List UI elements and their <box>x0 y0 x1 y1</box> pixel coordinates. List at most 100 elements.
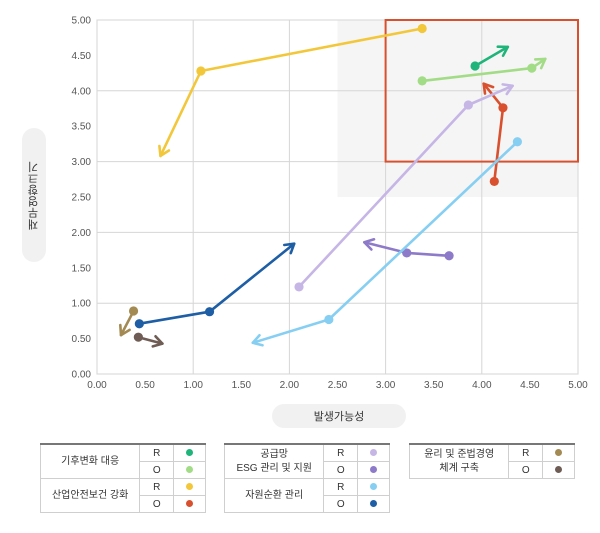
y-tick-label: 0.00 <box>72 370 92 381</box>
x-tick-label: 3.00 <box>376 380 396 391</box>
legend-swatch-cell <box>357 495 390 513</box>
legend-group-name: 윤리 및 준법경영 체계 구축 <box>408 443 510 479</box>
x-tick-label: 0.50 <box>135 380 155 391</box>
series-line <box>473 45 510 68</box>
legend-table-3: 윤리 및 준법경영 체계 구축 R O <box>408 443 575 479</box>
high-risk-region <box>384 19 579 163</box>
data-point <box>498 103 508 113</box>
series-4 <box>482 82 508 187</box>
data-point <box>402 248 412 258</box>
y-axis-label-text: 재무영향크기 <box>28 160 40 230</box>
legend-swatch-cell <box>173 495 206 513</box>
risk-matrix-chart: 0.00 0.50 1.00 1.50 2.00 2.50 3.00 3.50 4.00 4.50… <box>72 16 589 392</box>
y-tick-label: 2.50 <box>72 193 92 204</box>
legend-swatch <box>370 449 378 457</box>
series-arrowhead <box>158 144 171 158</box>
y-tick-label: 3.00 <box>72 157 92 168</box>
legend-group-name-line: 체계 구축 <box>439 462 479 474</box>
series-arrowhead <box>151 335 164 348</box>
legend-group-name-line: 공급망 <box>260 448 288 460</box>
series-arrowhead <box>496 45 510 57</box>
y-tick-label: 4.50 <box>72 51 92 62</box>
x-tick-label: 4.00 <box>472 380 492 391</box>
legend-code: R <box>139 443 175 462</box>
x-axis-label: 발생가능성 <box>272 404 406 428</box>
x-axis-ticks: 0.00 0.50 1.00 1.50 2.00 2.50 3.00 3.50 4.00 4.50… <box>87 380 588 391</box>
series-arrowhead <box>363 238 376 251</box>
series-7 <box>251 137 522 347</box>
legend-code: O <box>139 495 175 513</box>
x-tick-label: 4.50 <box>520 380 540 391</box>
legend-swatch <box>370 483 378 491</box>
x-tick-label: 0.00 <box>87 380 107 391</box>
legend-group-name: 기후변화 대응 <box>39 443 141 479</box>
legend-swatch-cell <box>357 461 390 479</box>
legend-swatch-cell <box>357 443 390 462</box>
y-tick-label: 2.00 <box>72 228 92 239</box>
legend-table-2: 공급망 ESG 관리 및 지원 R O 자원순환 관리 R O <box>223 443 390 513</box>
x-tick-label: 2.50 <box>328 380 348 391</box>
legend-code: R <box>139 478 175 496</box>
legend-swatch-cell <box>542 461 575 479</box>
x-tick-label: 2.00 <box>280 380 300 391</box>
legend-swatch-cell <box>357 478 390 496</box>
legend-code: O <box>323 461 359 479</box>
series-6 <box>363 238 454 261</box>
legend-group-name: 산업안전보건 강화 <box>39 478 141 513</box>
chart-marks <box>119 23 547 348</box>
y-tick-label: 1.50 <box>72 263 92 274</box>
legend-group-name-line: ESG 관리 및 지원 <box>236 462 312 474</box>
series-9 <box>119 306 139 337</box>
data-point <box>417 23 427 34</box>
legend-swatch <box>370 466 378 474</box>
legend-swatch-cell <box>173 461 206 479</box>
x-tick-label: 5.00 <box>568 380 588 391</box>
legend-group-name-line: 윤리 및 준법경영 <box>424 448 495 460</box>
series-arrowhead <box>283 242 296 255</box>
series-10 <box>133 332 164 348</box>
legend-code: R <box>323 443 359 462</box>
x-tick-label: 1.00 <box>183 380 203 391</box>
y-tick-label: 3.50 <box>72 122 92 133</box>
series-2 <box>417 57 547 86</box>
y-tick-label: 1.00 <box>72 299 92 310</box>
legend-swatch-cell <box>542 443 575 462</box>
x-tick-label: 1.50 <box>232 380 252 391</box>
legend-swatch <box>186 483 194 491</box>
data-point <box>134 319 144 329</box>
x-tick-label: 3.50 <box>424 380 444 391</box>
legend-swatch <box>555 466 563 474</box>
y-tick-label: 5.00 <box>72 16 92 27</box>
series-3 <box>158 23 427 158</box>
legend-swatch-cell <box>173 443 206 462</box>
legend-group-name: 자원순환 관리 <box>223 478 325 513</box>
y-tick-label: 4.00 <box>72 86 92 97</box>
legend-code: O <box>323 495 359 513</box>
legend-swatch <box>186 500 194 508</box>
series-arrowhead <box>251 334 264 347</box>
series-arrowhead <box>501 83 514 96</box>
y-axis-label: 재무영향크기 <box>22 128 46 262</box>
series-arrowhead <box>119 323 131 337</box>
legend-swatch <box>555 449 563 457</box>
series-8 <box>134 242 296 329</box>
legend-swatch <box>186 466 194 474</box>
data-point <box>512 137 522 147</box>
y-tick-label: 0.50 <box>72 334 92 345</box>
series-arrowhead <box>482 82 495 95</box>
legend-table-1: 기후변화 대응 R O 산업안전보건 강화 R O <box>39 443 206 513</box>
legend-code: R <box>508 443 544 462</box>
data-point <box>196 66 206 76</box>
legend-swatch-cell <box>173 478 206 496</box>
data-point <box>324 314 334 325</box>
data-point <box>204 307 215 317</box>
data-point <box>527 63 537 73</box>
plot-shade <box>337 20 578 197</box>
data-point <box>128 306 139 316</box>
data-point <box>489 176 499 187</box>
series-5 <box>294 83 514 292</box>
legend-code: O <box>139 461 175 479</box>
legend-code: O <box>508 461 544 479</box>
legend-swatch <box>186 449 194 457</box>
data-point <box>470 61 480 71</box>
